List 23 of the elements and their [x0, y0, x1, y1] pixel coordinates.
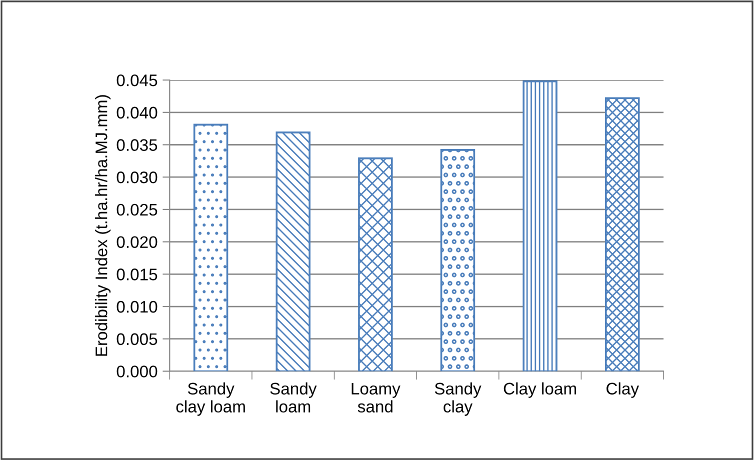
bar	[604, 97, 640, 372]
y-tick-label: 0.025	[116, 204, 158, 216]
bar	[440, 149, 476, 372]
y-tick-label: 0.015	[116, 268, 158, 280]
y-tick-label: 0.010	[116, 300, 158, 313]
y-tick-label: 0.030	[116, 172, 158, 184]
x-tick-label: Loamy sand	[352, 382, 400, 413]
bar	[522, 80, 558, 372]
y-tick-label: 0.035	[116, 139, 158, 151]
bar	[358, 157, 393, 372]
y-axis-title: Erodibility Index (t.ha.hr/ha.MJ.mm)	[95, 95, 111, 356]
y-tick-label: 0.020	[116, 236, 158, 248]
x-tick-label: Sandy clay	[434, 382, 482, 416]
y-tick-label: 0.040	[116, 106, 158, 119]
x-tick-label: Clay	[606, 382, 640, 398]
x-tick-label: Sandy loam	[270, 382, 317, 413]
x-tick-label: Sandy clay loam	[176, 382, 245, 416]
bar	[193, 124, 228, 372]
bar	[276, 132, 310, 372]
x-tick-label: Clay loam	[504, 382, 576, 398]
y-tick-label: 0.045	[116, 74, 158, 86]
y-tick-label: 0.005	[116, 333, 158, 346]
y-tick-label: 0.000	[116, 366, 158, 378]
